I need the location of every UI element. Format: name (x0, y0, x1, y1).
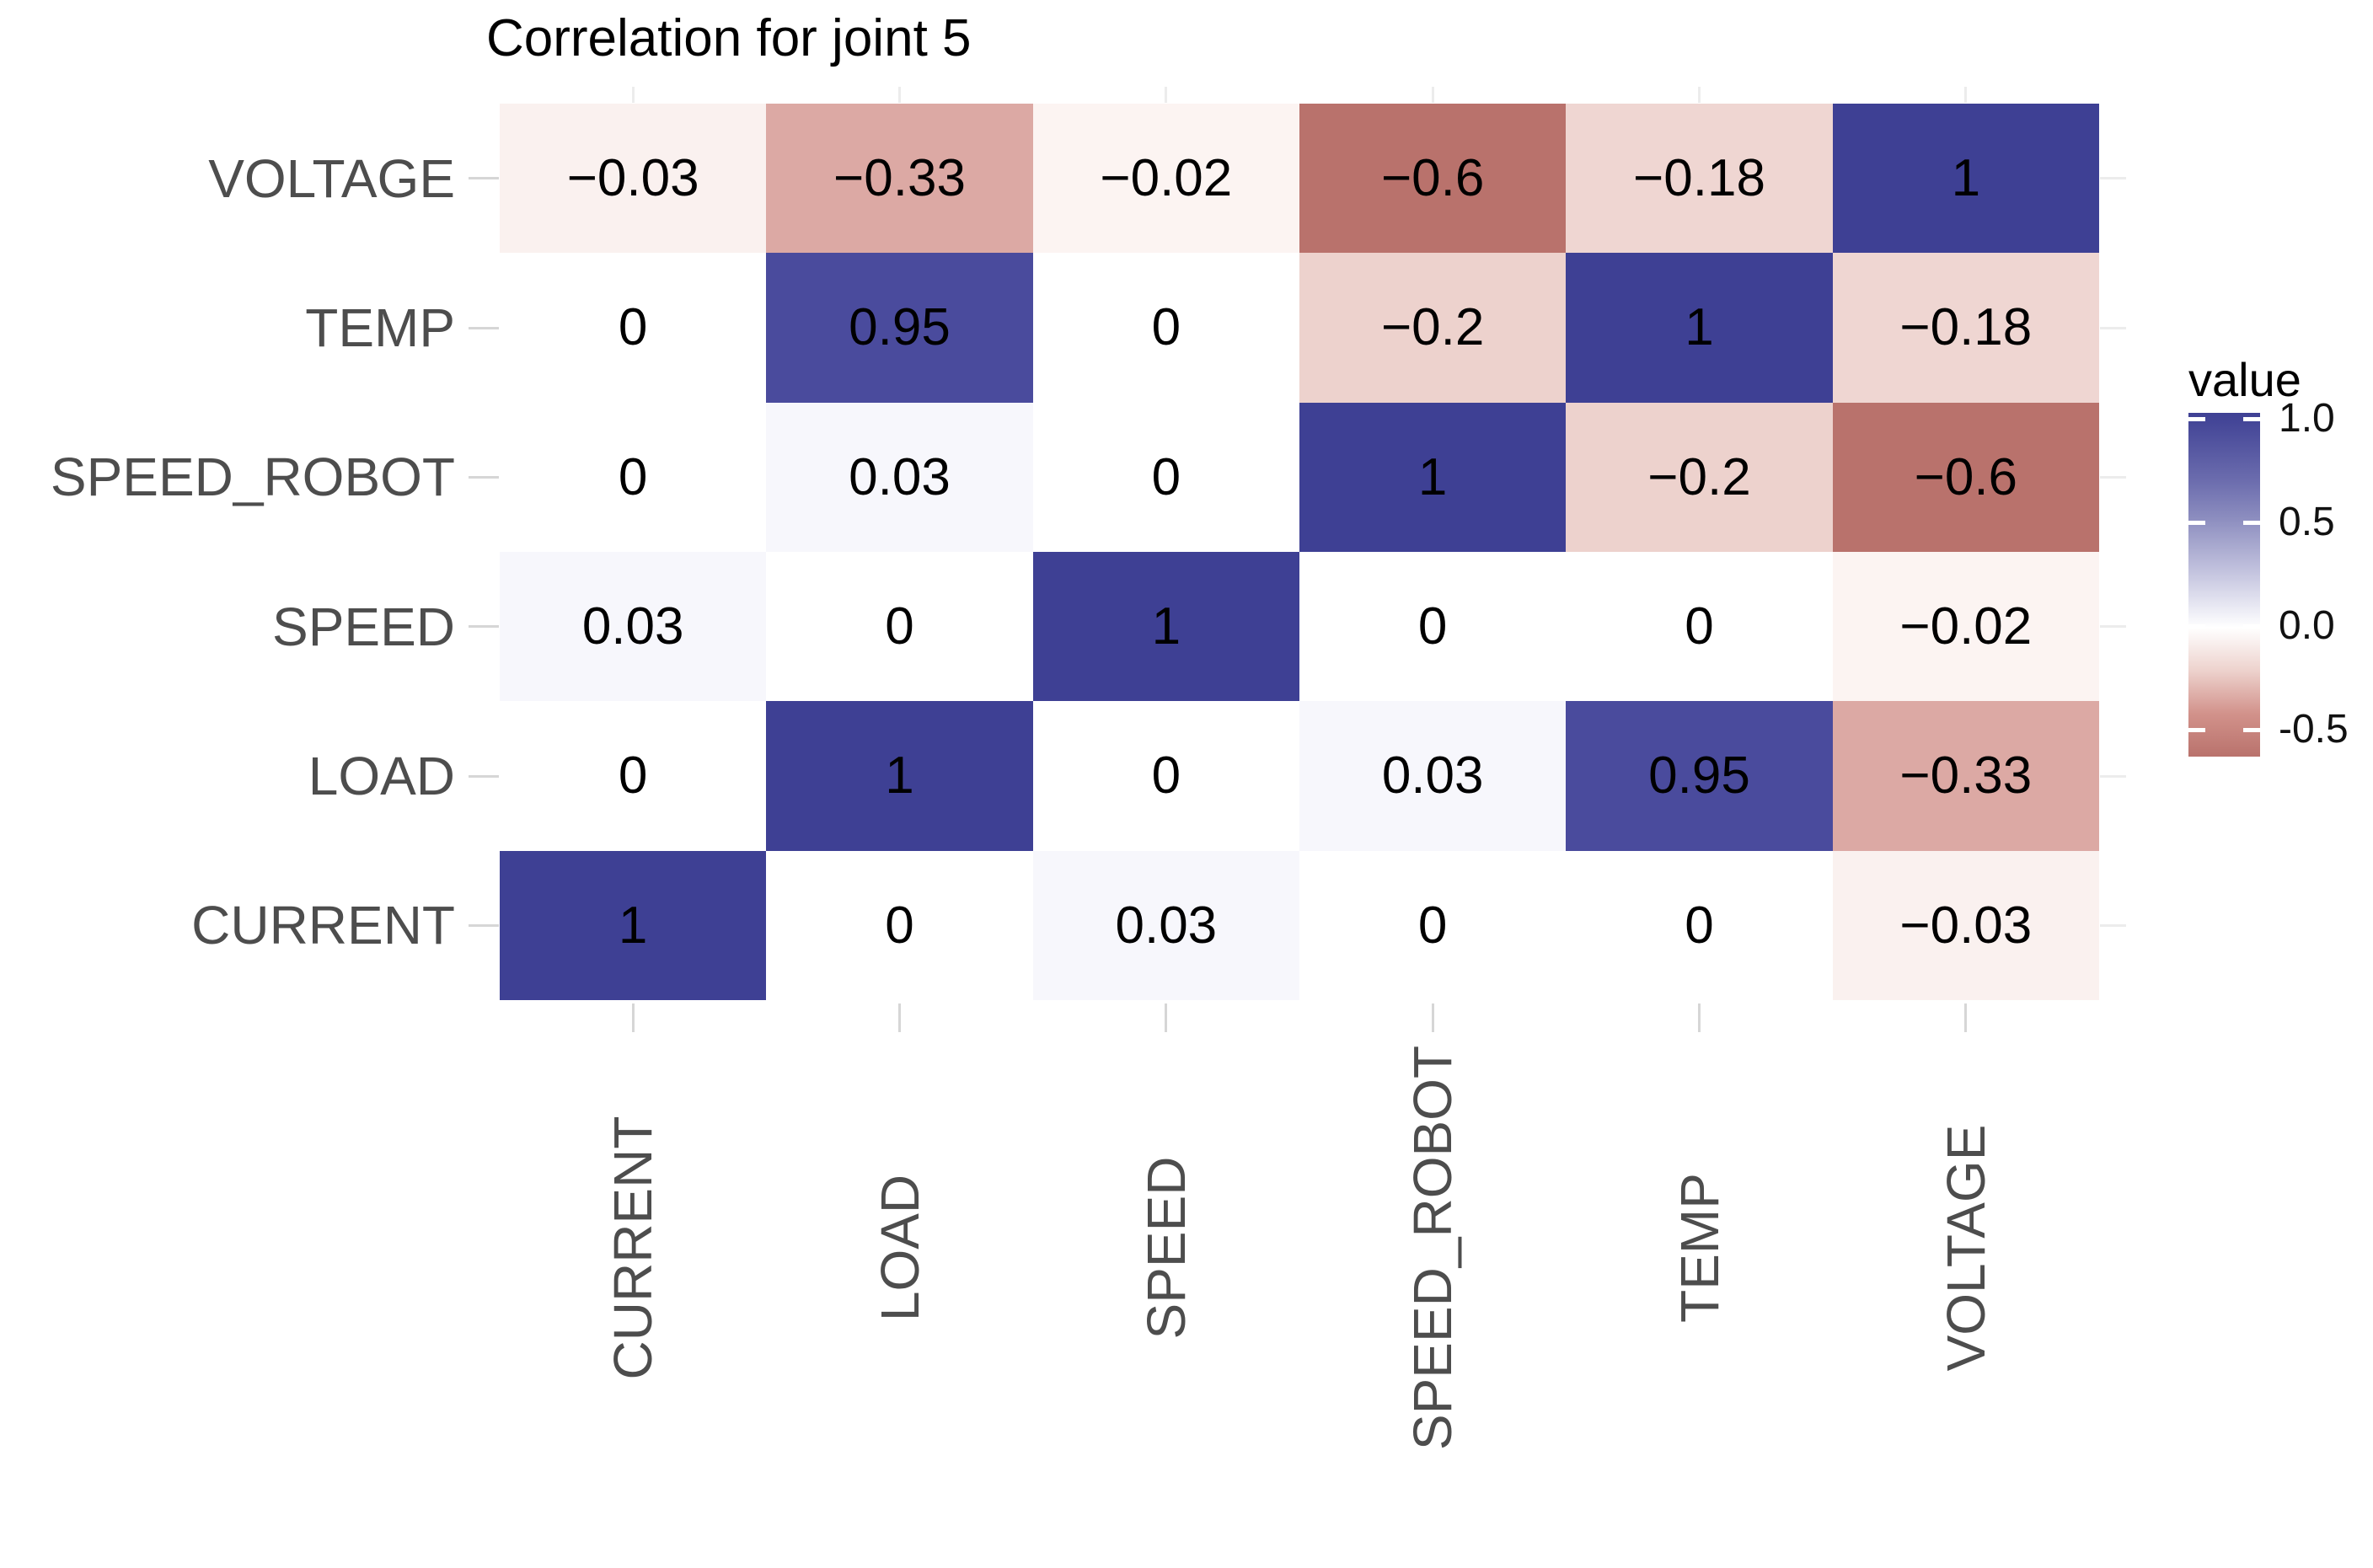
x-tick (1431, 1003, 1434, 1032)
heatmap-cell-SPEED_ROBOT-LOAD: 0.03 (766, 402, 1033, 552)
gridline-stub-right (2100, 177, 2126, 180)
x-tick (1698, 1003, 1701, 1032)
x-tick (898, 1003, 901, 1032)
y-axis-label-VOLTAGE: VOLTAGE (208, 147, 455, 209)
y-tick (469, 177, 499, 180)
y-tick (469, 774, 499, 778)
heatmap-cell-CURRENT-LOAD: 0 (766, 850, 1033, 1000)
legend-tick-label-0.5: 0.5 (2279, 500, 2335, 545)
legend-colorbar (2188, 413, 2260, 757)
heatmap-cell-VOLTAGE-LOAD: −0.33 (766, 104, 1033, 254)
heatmap-cell-SPEED_ROBOT-SPEED: 0 (1032, 402, 1299, 552)
gridline-stub-right (2100, 923, 2126, 927)
heatmap-cell-SPEED-VOLTAGE: −0.02 (1832, 551, 2099, 702)
heatmap-cell-CURRENT-CURRENT: 1 (500, 850, 767, 1000)
y-axis-label-CURRENT: CURRENT (191, 895, 455, 956)
heatmap-cell-LOAD-TEMP: 0.95 (1566, 701, 1833, 851)
heatmap-cell-TEMP-SPEED_ROBOT: −0.2 (1299, 253, 1567, 403)
heatmap-cell-CURRENT-SPEED_ROBOT: 0 (1299, 850, 1567, 1000)
gridline-stub-right (2100, 625, 2126, 629)
x-tick (631, 1003, 635, 1032)
gridline-stub-right (2100, 326, 2126, 329)
heatmap-cell-VOLTAGE-SPEED: −0.02 (1032, 104, 1299, 254)
heatmap-cell-LOAD-LOAD: 1 (766, 701, 1033, 851)
heatmap-cell-SPEED-TEMP: 0 (1566, 551, 1833, 702)
heatmap-cell-VOLTAGE-CURRENT: −0.03 (500, 104, 767, 254)
x-tick (1165, 1003, 1168, 1032)
gridline-stub-top (1698, 87, 1701, 103)
heatmap-cell-SPEED_ROBOT-CURRENT: 0 (500, 402, 767, 552)
chart-title: Correlation for joint 5 (486, 9, 972, 67)
heatmap-cell-VOLTAGE-VOLTAGE: 1 (1832, 104, 2099, 254)
gridline-stub-top (1165, 87, 1168, 103)
heatmap-cell-SPEED_ROBOT-TEMP: −0.2 (1566, 402, 1833, 552)
heatmap-cell-LOAD-CURRENT: 0 (500, 701, 767, 851)
y-tick (469, 326, 499, 329)
heatmap-cell-CURRENT-SPEED: 0.03 (1032, 850, 1299, 1000)
x-tick (1964, 1003, 1968, 1032)
y-tick (469, 625, 499, 629)
heatmap-grid: −0.03 −0.33 −0.02 −0.6 −0.18 1 0 0.95 0 −0.2 1 −0.1… (500, 104, 2099, 1000)
heatmap-cell-VOLTAGE-SPEED_ROBOT: −0.6 (1299, 104, 1567, 254)
heatmap-cell-TEMP-CURRENT: 0 (500, 253, 767, 403)
heatmap-cell-SPEED-LOAD: 0 (766, 551, 1033, 702)
heatmap-cell-TEMP-VOLTAGE: −0.18 (1832, 253, 2099, 403)
heatmap-cell-LOAD-SPEED_ROBOT: 0.03 (1299, 701, 1567, 851)
y-tick (469, 475, 499, 479)
heatmap-cell-SPEED-SPEED: 1 (1032, 551, 1299, 702)
heatmap-cell-CURRENT-VOLTAGE: −0.03 (1832, 850, 2099, 1000)
legend-tick-label--0.5: -0.5 (2279, 707, 2349, 752)
y-axis-label-TEMP: TEMP (305, 297, 455, 358)
heatmap-cell-SPEED_ROBOT-SPEED_ROBOT: 1 (1299, 402, 1567, 552)
legend-tick-label-0.0: 0.0 (2279, 603, 2335, 649)
y-tick (469, 923, 499, 927)
legend-title: value (2188, 353, 2301, 406)
gridline-stub-right (2100, 774, 2126, 778)
gridline-stub-top (1431, 87, 1434, 103)
heatmap-cell-TEMP-TEMP: 1 (1566, 253, 1833, 403)
legend-tick-label-1.0: 1.0 (2279, 396, 2335, 442)
gridline-stub-right (2100, 475, 2126, 479)
heatmap-cell-SPEED-CURRENT: 0.03 (500, 551, 767, 702)
gridline-stub-top (631, 87, 635, 103)
heatmap-cell-LOAD-VOLTAGE: −0.33 (1832, 701, 2099, 851)
heatmap-cell-TEMP-SPEED: 0 (1032, 253, 1299, 403)
legend-tick-notch (2188, 623, 2205, 629)
legend-tick-notch (2188, 520, 2205, 525)
legend-tick-notch (2243, 727, 2260, 732)
legend-tick-notch (2243, 520, 2260, 525)
heatmap-cell-LOAD-SPEED: 0 (1032, 701, 1299, 851)
y-axis-label-SPEED: SPEED (272, 596, 455, 657)
heatmap-cell-VOLTAGE-TEMP: −0.18 (1566, 104, 1833, 254)
legend-tick-notch (2243, 416, 2260, 421)
legend-tick-notch (2188, 416, 2205, 421)
heatmap-cell-SPEED-SPEED_ROBOT: 0 (1299, 551, 1567, 702)
heatmap-cell-CURRENT-TEMP: 0 (1566, 850, 1833, 1000)
y-axis-label-LOAD: LOAD (308, 746, 455, 806)
legend-tick-notch (2243, 623, 2260, 629)
gridline-stub-top (1964, 87, 1968, 103)
heatmap-cell-SPEED_ROBOT-VOLTAGE: −0.6 (1832, 402, 2099, 552)
heatmap-cell-TEMP-LOAD: 0.95 (766, 253, 1033, 403)
gridline-stub-top (898, 87, 901, 103)
y-axis-label-SPEED_ROBOT: SPEED_ROBOT (50, 447, 455, 508)
legend-tick-notch (2188, 727, 2205, 732)
